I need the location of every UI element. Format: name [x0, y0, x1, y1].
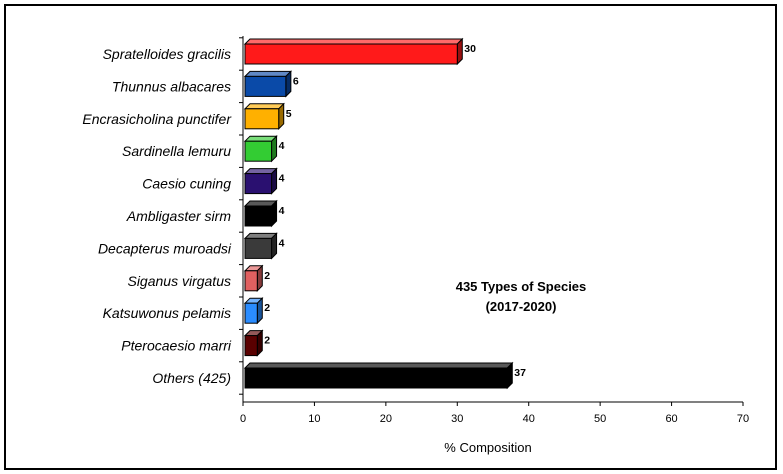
bar: [244, 140, 273, 162]
category-label: Encrasicholina punctifer: [82, 111, 232, 127]
data-label: 2: [264, 270, 270, 282]
bar: [244, 237, 273, 259]
data-label: 4: [279, 173, 285, 185]
bar-side-face: [506, 361, 513, 390]
bar: [244, 270, 258, 292]
bar-group: [243, 70, 293, 98]
bar-group: [243, 361, 514, 390]
category-label: Caesio cuning: [142, 176, 231, 192]
axes-layer: [239, 36, 744, 406]
bar-top-face: [243, 70, 293, 77]
x-tick-label: 30: [451, 413, 463, 425]
annotation-line-2: (2017-2020): [486, 299, 557, 314]
bar-side-face: [278, 102, 285, 131]
bar-group: [243, 296, 264, 325]
data-label: 2: [264, 335, 270, 347]
labels-layer: 30 Spratelloides gracilis 6 Thunnus albacar…: [82, 43, 749, 425]
x-tick-label: 20: [380, 413, 392, 425]
category-label: Spratelloides gracilis: [103, 46, 231, 62]
bar: [244, 302, 258, 324]
data-label: 5: [286, 108, 292, 120]
bar-group: [243, 329, 264, 357]
bar-group: [243, 37, 464, 66]
bar-group: [243, 264, 264, 293]
bar-group: [243, 102, 285, 131]
bar-side-face: [271, 199, 278, 228]
category-label: Sardinella lemuru: [122, 143, 231, 159]
bar-side-face: [271, 167, 278, 195]
bar-side-face: [256, 296, 263, 325]
x-tick-label: 60: [665, 413, 677, 425]
bar-chart: 30 Spratelloides gracilis 6 Thunnus albacar…: [82, 36, 749, 455]
data-label: 4: [279, 237, 285, 249]
bar-group: [243, 134, 278, 163]
category-label: Siganus virgatus: [127, 273, 231, 289]
x-tick-label: 10: [308, 413, 320, 425]
bar: [244, 108, 280, 130]
data-label: 4: [279, 140, 285, 152]
bar-top-face: [243, 362, 514, 369]
data-label: 37: [514, 367, 526, 379]
data-label: 30: [464, 43, 476, 55]
bar: [244, 43, 458, 65]
category-label: Decapterus muroadsi: [98, 240, 232, 256]
bar-top-face: [243, 103, 285, 110]
x-tick-label: 50: [594, 413, 606, 425]
bar-side-face: [285, 70, 292, 98]
bar: [244, 205, 273, 227]
bar-side-face: [456, 37, 463, 66]
category-label: Katsuwonus pelamis: [103, 305, 231, 321]
bar: [244, 75, 287, 97]
x-tick-label: 40: [523, 413, 535, 425]
bar: [244, 335, 258, 357]
x-tick-label: 70: [737, 413, 749, 425]
annotation-line-1: 435 Types of Species: [456, 279, 587, 294]
bar-group: [243, 167, 278, 195]
bar-top-face: [243, 38, 464, 45]
category-label: Pterocaesio marri: [121, 338, 232, 354]
bar: [244, 367, 508, 389]
data-label: 4: [279, 205, 285, 217]
category-label: Thunnus albacares: [112, 78, 231, 94]
data-label: 2: [264, 302, 270, 314]
bar-side-face: [271, 232, 278, 260]
x-tick-label: 0: [240, 413, 246, 425]
bar-side-face: [256, 329, 263, 357]
category-label: Ambligaster sirm: [126, 208, 232, 224]
bar-group: [243, 232, 278, 260]
chart-frame: 30 Spratelloides gracilis 6 Thunnus albacar…: [4, 4, 777, 470]
data-label: 6: [293, 75, 299, 87]
bar-group: [243, 199, 278, 228]
bars-layer: [243, 37, 514, 390]
bar-side-face: [256, 264, 263, 293]
category-label: Others (425): [152, 370, 231, 386]
bar-side-face: [271, 134, 278, 163]
x-axis-title: % Composition: [444, 440, 531, 455]
bar: [244, 173, 273, 195]
